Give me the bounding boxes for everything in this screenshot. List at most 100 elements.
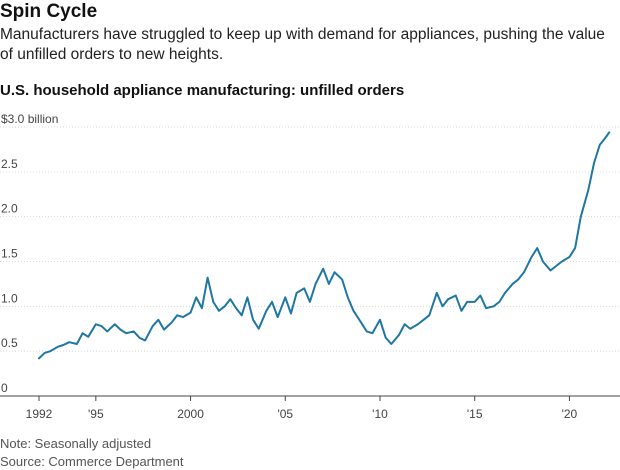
- data-point: [296, 292, 298, 294]
- data-point: [608, 132, 610, 134]
- data-point: [447, 298, 449, 300]
- y-tick-label: 2.0: [1, 202, 18, 216]
- data-point: [224, 306, 226, 308]
- x-tick-label: '10: [372, 407, 388, 421]
- data-point: [76, 343, 78, 345]
- data-point: [385, 337, 387, 339]
- y-tick-label: 1.0: [1, 291, 18, 305]
- y-tick-label: 2.5: [1, 157, 18, 171]
- data-point: [322, 268, 324, 270]
- data-point: [461, 310, 463, 312]
- data-point: [580, 216, 582, 218]
- x-tick-label: 2000: [177, 407, 204, 421]
- data-point: [163, 329, 165, 331]
- data-point: [569, 256, 571, 258]
- data-point: [341, 279, 343, 281]
- data-point: [474, 301, 476, 303]
- y-tick-labels: $3.0 billion 2.5 2.0 1.5 1.0 0.5 0: [1, 112, 58, 395]
- data-point: [550, 270, 552, 272]
- data-point: [542, 261, 544, 263]
- data-point: [599, 144, 601, 146]
- data-point: [266, 310, 268, 312]
- series-group: [38, 131, 611, 360]
- data-point: [423, 319, 425, 321]
- data-point: [195, 297, 197, 299]
- data-point: [284, 297, 286, 299]
- x-tick-label: '20: [562, 407, 578, 421]
- data-point: [417, 323, 419, 325]
- data-point: [480, 295, 482, 297]
- data-point: [252, 319, 254, 321]
- data-point: [466, 301, 468, 303]
- data-point: [398, 334, 400, 336]
- data-point: [455, 295, 457, 297]
- data-point: [493, 306, 495, 308]
- data-point: [218, 310, 220, 312]
- chart-subtitle: Manufacturers have struggled to keep up …: [0, 26, 605, 63]
- data-point: [106, 331, 108, 333]
- data-point: [347, 297, 349, 299]
- data-point: [87, 336, 89, 338]
- data-point: [442, 306, 444, 308]
- data-point: [315, 283, 317, 285]
- data-point: [353, 310, 355, 312]
- data-point: [44, 352, 46, 354]
- data-point: [235, 307, 237, 309]
- data-point: [309, 301, 311, 303]
- gridlines: [0, 126, 620, 397]
- data-point: [125, 332, 127, 334]
- data-point: [182, 316, 184, 318]
- data-point: [57, 346, 59, 348]
- data-point: [531, 256, 533, 258]
- data-point: [605, 137, 607, 139]
- data-point: [114, 323, 116, 325]
- x-tick-label: '05: [277, 407, 293, 421]
- data-point: [303, 288, 305, 290]
- data-point: [561, 261, 563, 263]
- x-tick-label: '15: [467, 407, 483, 421]
- y-tick-label: $3.0 billion: [1, 112, 58, 126]
- data-point: [144, 340, 146, 342]
- y-tick-label: 1.5: [1, 247, 18, 261]
- data-point: [499, 301, 501, 303]
- data-point: [171, 322, 173, 324]
- data-point: [391, 343, 393, 345]
- chart-headline: Spin Cycle: [0, 1, 98, 22]
- data-point: [555, 265, 557, 267]
- data-point: [95, 323, 97, 325]
- data-point: [152, 325, 154, 327]
- data-point: [212, 301, 214, 303]
- data-point: [404, 323, 406, 325]
- data-point: [360, 322, 362, 324]
- data-point: [517, 279, 519, 281]
- data-point: [523, 271, 525, 273]
- data-point: [38, 358, 40, 360]
- chart-title: U.S. household appliance manufacturing: …: [0, 82, 405, 99]
- data-point: [536, 247, 538, 249]
- data-point: [201, 307, 203, 309]
- data-point: [139, 337, 141, 339]
- y-tick-label: 0.5: [1, 336, 18, 350]
- chart-source: Source: Commerce Department: [0, 454, 184, 469]
- data-point: [101, 325, 103, 327]
- data-point: [410, 328, 412, 330]
- data-point: [158, 319, 160, 321]
- series-line: [38, 131, 611, 360]
- data-point: [133, 331, 135, 333]
- data-point: [207, 277, 209, 279]
- data-point: [82, 332, 84, 334]
- x-tick-label: '95: [88, 407, 104, 421]
- data-point: [588, 189, 590, 191]
- data-point: [258, 328, 260, 330]
- data-point: [512, 283, 514, 285]
- data-point: [593, 162, 595, 164]
- data-point: [504, 292, 506, 294]
- data-point: [366, 331, 368, 333]
- data-point: [436, 292, 438, 294]
- data-point: [50, 350, 52, 352]
- x-tick-label: 1992: [26, 407, 53, 421]
- data-point: [372, 332, 374, 334]
- data-point: [379, 319, 381, 321]
- x-axis: 1992 '95 2000 '05 '10 '15 '20: [26, 396, 578, 421]
